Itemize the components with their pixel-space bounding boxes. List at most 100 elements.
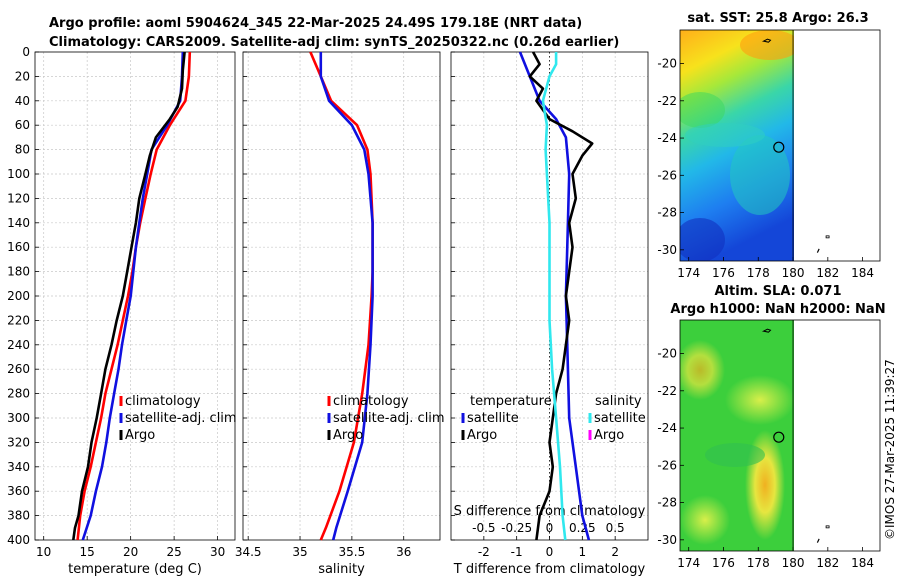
legend-label: climatology (125, 394, 201, 409)
map-x-tick-label: 184 (851, 556, 874, 570)
x2-tick-label: 0 (546, 521, 554, 535)
series-argo (72, 51, 186, 541)
y-tick-label: 120 (7, 191, 30, 205)
legend-label: Argo (333, 428, 363, 443)
series-satellite-adj-clim (81, 51, 185, 541)
x-tick-label: 36 (396, 545, 411, 559)
y-tick-label: 200 (7, 289, 30, 303)
map-x-tick-label: 180 (782, 266, 805, 280)
map-y-tick-label: -28 (657, 206, 677, 220)
map-x-tick-label: 178 (747, 266, 770, 280)
sst-map-title: sat. SST: 25.8 Argo: 26.3 (687, 11, 868, 26)
y-tick-label: 0 (22, 45, 30, 59)
y-tick-label: 280 (7, 387, 30, 401)
y-tick-label: 100 (7, 167, 30, 181)
island-shape (761, 38, 772, 43)
y-tick-label: 60 (15, 118, 30, 132)
copyright-stamp: ©IMOS 27-Mar-2025 11:39:27 (883, 359, 897, 540)
series-t-argo (528, 51, 594, 541)
island-shape (816, 538, 820, 543)
salinity-panel: 34.5 35 35.5 36 salinity climatology satellite… (235, 51, 445, 577)
map-x-tick-label: 174 (677, 266, 700, 280)
x2-tick-label: 0.5 (606, 521, 625, 535)
sla-field (680, 320, 794, 551)
y-tick-label: 180 (7, 265, 30, 279)
map-x-tick-label: 182 (816, 556, 839, 570)
map-y-tick-label: -22 (657, 94, 677, 108)
sla-map-subtitle: Argo h1000: NaN h2000: NaN (670, 302, 885, 317)
series-t-satellite (518, 51, 591, 541)
legend-label: satellite-adj. clim (333, 411, 445, 426)
map-x-tick-label: 176 (712, 556, 735, 570)
sst-field (680, 30, 794, 261)
map-y-tick-label: -20 (657, 57, 677, 71)
map-x-tick-label: 184 (851, 266, 874, 280)
x2-tick-label: -0.25 (501, 521, 532, 535)
sst-map-panel: sat. SST: 25.8 Argo: 26.3 174 176 178 180 18… (657, 11, 881, 280)
argo-profile-marker (773, 431, 785, 443)
legend-label: Argo (467, 428, 497, 443)
difference-panel: -2 -1 0 1 2 T difference from climatology S di… (450, 51, 649, 577)
x-tick-label: 35 (292, 545, 307, 559)
map-y-tick-label: -22 (657, 384, 677, 398)
legend-label: Argo (125, 428, 155, 443)
legend-label: satellite-adj. clim (125, 411, 237, 426)
map-x-tick-label: 182 (816, 266, 839, 280)
y-tick-label: 140 (7, 216, 30, 230)
y-tick-label: 340 (7, 460, 30, 474)
map-y-tick-label: -26 (657, 168, 677, 182)
x-tick-label: -1 (511, 545, 523, 559)
x-tick-label: 10 (36, 545, 51, 559)
x2-tick-label: -0.5 (472, 521, 495, 535)
map-x-tick-label: 180 (782, 556, 805, 570)
island-shape (825, 525, 830, 529)
map-frame (679, 29, 881, 262)
map-y-tick-label: -24 (657, 131, 677, 145)
legend-label: climatology (333, 394, 409, 409)
y-tick-label: 40 (15, 94, 30, 108)
y-tick-label: 360 (7, 484, 30, 498)
temperature-panel: 0 20 40 60 80 100 120 140 160 180 200 220 240 260 280 3… (7, 45, 237, 577)
x-tick-label: 35.5 (339, 545, 366, 559)
x-tick-label: 0 (546, 545, 554, 559)
x-tick-label: 25 (166, 545, 181, 559)
sla-map-panel: Altim. SLA: 0.071 Argo h1000: NaN h2000:… (657, 284, 885, 570)
x-axis-label: salinity (318, 562, 365, 577)
y-tick-label: 20 (15, 69, 30, 83)
y-tick-label: 240 (7, 338, 30, 352)
sla-map-title: Altim. SLA: 0.071 (715, 284, 842, 299)
map-y-tick-label: -26 (657, 458, 677, 472)
x-tick-label: 20 (123, 545, 138, 559)
map-y-tick-label: -28 (657, 496, 677, 510)
x-axis-label: temperature (deg C) (68, 562, 202, 577)
x-tick-label: 15 (80, 545, 95, 559)
x-tick-label: 30 (210, 545, 225, 559)
title-line-1: Argo profile: aoml 5904624_345 22-Mar-20… (49, 16, 582, 31)
y-tick-label: 80 (15, 143, 30, 157)
series-climatology (76, 51, 192, 541)
legend-label: Argo (594, 428, 624, 443)
legend-title-temperature: temperature (470, 394, 552, 409)
sst-map-axes: 174 176 178 180 182 184 -20 -22 -24 -26 -28 -30 (657, 29, 881, 280)
y-tick-label: 300 (7, 411, 30, 425)
y-tick-label: 220 (7, 313, 30, 327)
map-y-tick-label: -30 (657, 533, 677, 547)
map-x-tick-label: 178 (747, 556, 770, 570)
legend-label: satellite (467, 411, 519, 426)
map-y-tick-label: -30 (657, 243, 677, 257)
x-tick-label: 2 (611, 545, 619, 559)
y-tick-label: 160 (7, 240, 30, 254)
island-shape (761, 328, 772, 333)
island-shape (816, 248, 820, 253)
y-tick-label: 260 (7, 362, 30, 376)
sla-map-axes: 174 176 178 180 182 184 -20 -22 -24 -26 -28 -30 (657, 319, 881, 570)
map-frame (679, 319, 881, 552)
x2-axis-label: S difference from climatology (454, 504, 646, 519)
legend-label: satellite (594, 411, 646, 426)
x-tick-label: 34.5 (235, 545, 262, 559)
x2-tick-label: 0.25 (569, 521, 596, 535)
argo-profile-marker (773, 141, 785, 153)
y-tick-label: 320 (7, 435, 30, 449)
series-satellite-adj-clim (319, 52, 374, 541)
